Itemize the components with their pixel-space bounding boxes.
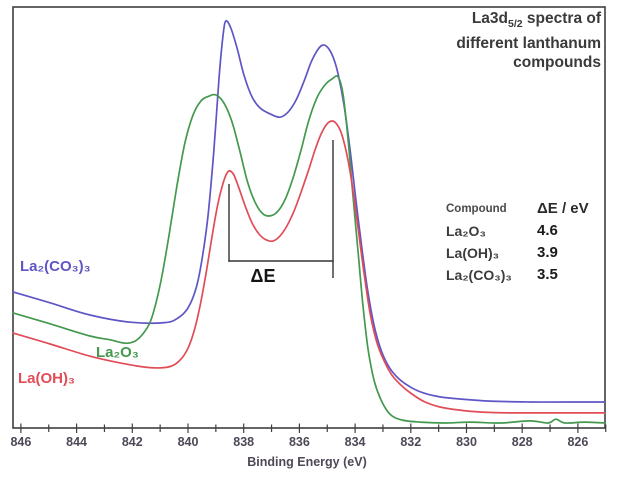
curve-label-la-oh-3: La(OH)₃ xyxy=(18,370,75,387)
spectrum-curve-la2o3 xyxy=(12,75,606,424)
x-tick-label: 842 xyxy=(121,435,143,449)
spectrum-curve-la-oh-3 xyxy=(12,120,606,414)
table-delta-e-cell: 4.6 xyxy=(537,222,558,239)
table-header-compound: Compound xyxy=(446,203,507,215)
figure-title-line1-prefix: La3d xyxy=(471,10,508,27)
x-tick-label: 836 xyxy=(288,435,310,449)
spectrum-curve-la2-co3-3 xyxy=(12,19,606,403)
x-tick-label: 826 xyxy=(567,435,589,449)
x-tick-label: 828 xyxy=(511,435,533,449)
x-tick-label: 844 xyxy=(66,435,88,449)
x-axis-ticks xyxy=(20,423,607,433)
x-tick-label: 830 xyxy=(456,435,477,449)
table-compound-cell: La(OH)₃ xyxy=(446,245,500,261)
table-delta-e-cell: 3.5 xyxy=(537,266,558,283)
figure-title-line1-suffix: spectra of xyxy=(522,10,601,27)
figure-title-line2: different lanthanum xyxy=(456,35,601,53)
curve-label-la2o3: La₂O₃ xyxy=(96,344,139,361)
x-tick-label: 838 xyxy=(233,435,255,449)
delta-e-table: Compound ΔE / eV La₂O₃ 4.6 La(OH)₃ 3.9 La₂(C… xyxy=(446,198,589,286)
figure-title-line3: compounds xyxy=(513,54,601,72)
delta-e-bracket xyxy=(228,140,334,278)
curve-label-la2-co3-3: La₂(CO₃)₃ xyxy=(20,258,91,275)
table-compound-cell: La₂(CO₃)₃ xyxy=(446,267,512,283)
table-header-delta-e: ΔE / eV xyxy=(537,200,589,217)
table-compound-cell: La₂O₃ xyxy=(446,223,486,239)
figure-title-line1-subscript: 5/2 xyxy=(508,18,523,31)
delta-e-annotation-label: ΔE xyxy=(250,266,276,286)
figure-title: La3d5/2 spectra of different lanthanum c… xyxy=(456,9,601,72)
x-axis-title: Binding Energy (eV) xyxy=(247,455,367,469)
x-tick-label: 840 xyxy=(177,435,199,449)
table-delta-e-cell: 3.9 xyxy=(537,244,558,261)
plot-frame xyxy=(12,6,606,429)
figure-title-line1: La3d5/2 spectra of xyxy=(456,9,601,34)
x-tick-label: 832 xyxy=(400,435,422,449)
x-tick-label: 834 xyxy=(344,435,366,449)
spectra-curves xyxy=(12,19,606,424)
x-tick-label: 846 xyxy=(10,435,32,449)
